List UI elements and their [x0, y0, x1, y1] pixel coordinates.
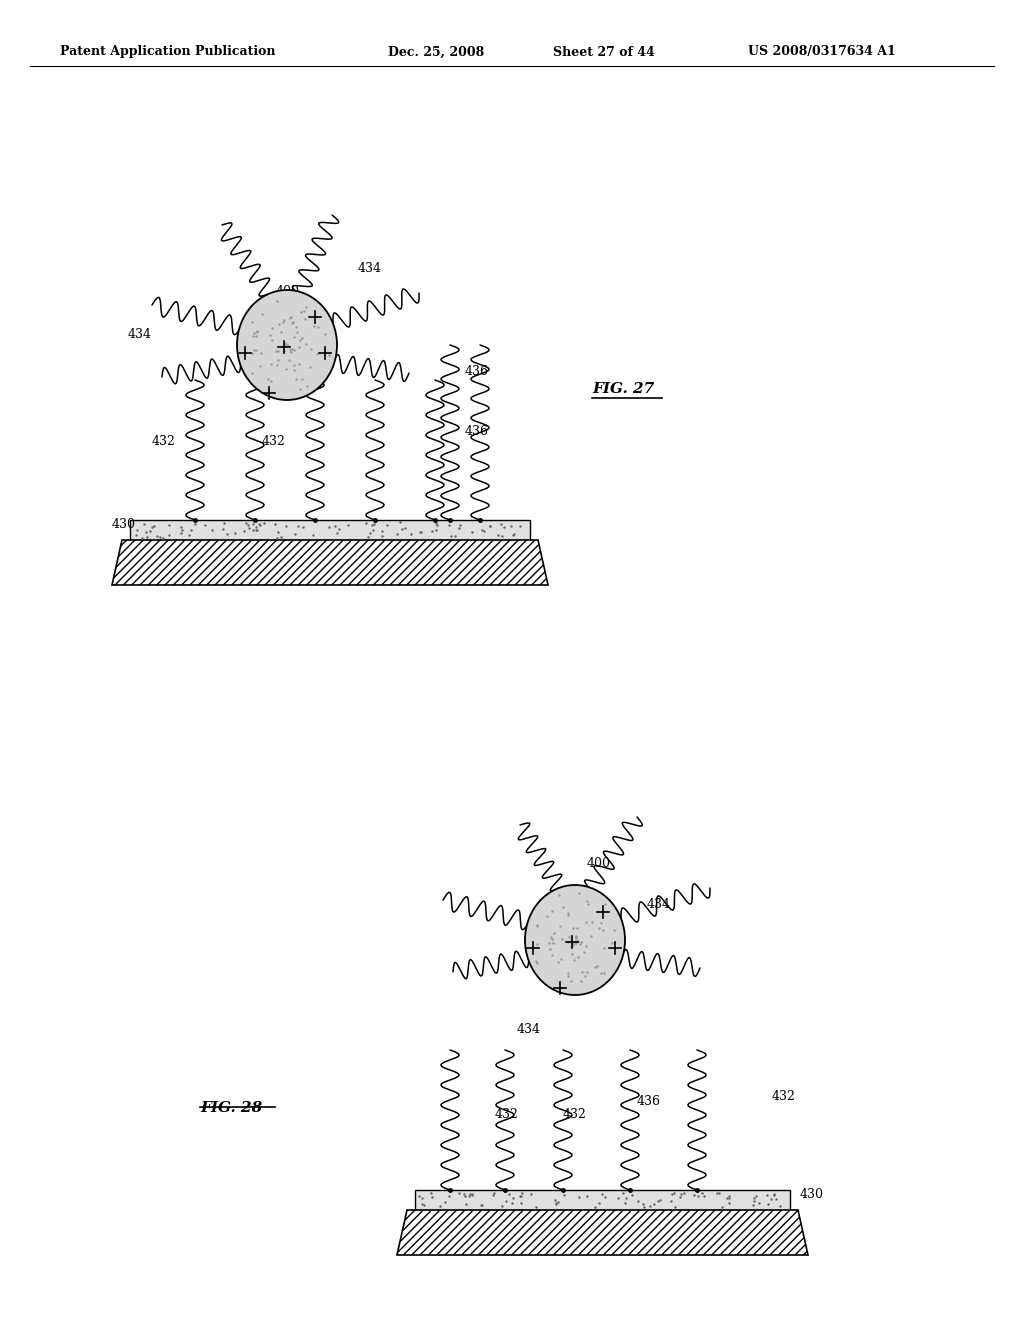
Ellipse shape: [525, 884, 625, 995]
Text: 434: 434: [358, 261, 382, 275]
Text: 432: 432: [262, 436, 286, 447]
Text: 430: 430: [112, 517, 136, 531]
Text: 432: 432: [495, 1107, 519, 1121]
Text: 430: 430: [800, 1188, 824, 1201]
Text: 432: 432: [152, 436, 176, 447]
Text: 436: 436: [465, 366, 489, 378]
Text: 434: 434: [517, 1023, 541, 1036]
Text: 436: 436: [637, 1096, 662, 1107]
Text: 400: 400: [276, 285, 300, 298]
Text: FIG. 27: FIG. 27: [592, 381, 654, 396]
Polygon shape: [397, 1210, 808, 1255]
Polygon shape: [130, 520, 530, 540]
Text: 400: 400: [587, 857, 611, 870]
Text: FIG. 28: FIG. 28: [200, 1101, 262, 1115]
Text: Dec. 25, 2008: Dec. 25, 2008: [388, 45, 484, 58]
Text: Patent Application Publication: Patent Application Publication: [60, 45, 275, 58]
Text: US 2008/0317634 A1: US 2008/0317634 A1: [748, 45, 896, 58]
Text: 434: 434: [128, 327, 152, 341]
Polygon shape: [112, 540, 548, 585]
Text: 432: 432: [563, 1107, 587, 1121]
Text: 434: 434: [647, 898, 671, 911]
Ellipse shape: [237, 290, 337, 400]
Polygon shape: [415, 1191, 790, 1210]
Text: 436: 436: [465, 425, 489, 438]
Text: 432: 432: [772, 1090, 796, 1104]
Text: Sheet 27 of 44: Sheet 27 of 44: [553, 45, 654, 58]
